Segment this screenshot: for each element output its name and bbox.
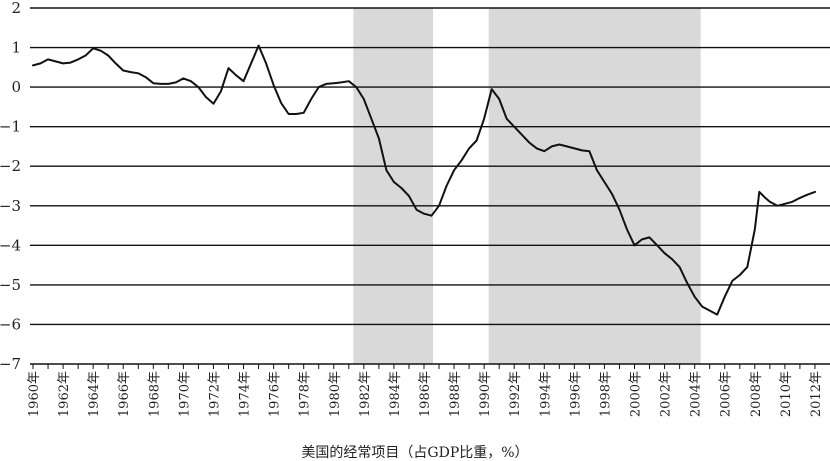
- y-tick-label: −5: [0, 276, 21, 294]
- x-tick-label: 2012年: [809, 371, 824, 417]
- x-tick-label: 2010年: [779, 371, 794, 417]
- y-tick-label: −2: [0, 157, 21, 175]
- x-tick-label: 1974年: [238, 371, 253, 417]
- x-tick-label: 1998年: [598, 371, 613, 417]
- y-tick-label: 0: [11, 78, 21, 96]
- x-tick-label: 1990年: [478, 371, 493, 417]
- x-tick-label: 1966年: [117, 371, 132, 417]
- x-tick-label: 1962年: [57, 371, 72, 417]
- x-tick-label: 1986年: [418, 371, 433, 417]
- x-tick-label: 1988年: [448, 371, 463, 417]
- series-lines: [32, 44, 816, 316]
- x-axis-caption: 美国的经常项目（占GDP比重，%）: [301, 445, 528, 461]
- recession-shading: [353, 8, 701, 364]
- x-tick-label: 1978年: [298, 371, 313, 417]
- shaded-period-2: [488, 8, 701, 364]
- x-tick-label: 2008年: [749, 371, 764, 417]
- y-tick-label: −6: [0, 315, 21, 333]
- y-tick-label: −7: [0, 355, 21, 373]
- x-tick-label: 1982年: [358, 371, 373, 417]
- y-tick-label: −4: [0, 236, 21, 254]
- x-tick-label: 1972年: [207, 371, 222, 417]
- series-line-1: [32, 44, 816, 316]
- x-tick-label: 1996年: [568, 371, 583, 417]
- x-tick-label: 2006年: [719, 371, 734, 417]
- x-tick-label: 1976年: [268, 371, 283, 417]
- x-tick-label: 1980年: [328, 371, 343, 417]
- y-tick-label: −1: [0, 118, 21, 136]
- x-tick-label: 2002年: [659, 371, 674, 417]
- shaded-period-1: [353, 8, 434, 364]
- x-axis-ticks: 1960年 1962年 1964年 1966年 1968年 1970年 1972年 1974年…: [27, 364, 824, 417]
- x-tick-label: 1984年: [388, 371, 403, 417]
- x-tick-label: 1992年: [508, 371, 523, 417]
- y-tick-label: −3: [0, 197, 21, 215]
- y-tick-label: 2: [11, 0, 21, 17]
- y-tick-label: 1: [11, 39, 21, 57]
- x-tick-label: 2004年: [689, 371, 704, 417]
- gridlines: [30, 7, 830, 365]
- x-tick-label: 1970年: [177, 371, 192, 417]
- x-tick-label: 2000年: [629, 371, 644, 417]
- x-tick-label: 1994年: [538, 371, 553, 417]
- y-axis-ticks: 2 1 0 −1 −2 −3 −4 −5 −6 −7: [0, 0, 21, 373]
- x-tick-label: 1960年: [27, 371, 42, 417]
- x-tick-label: 1968年: [147, 371, 162, 417]
- x-tick-label: 1964年: [87, 371, 102, 417]
